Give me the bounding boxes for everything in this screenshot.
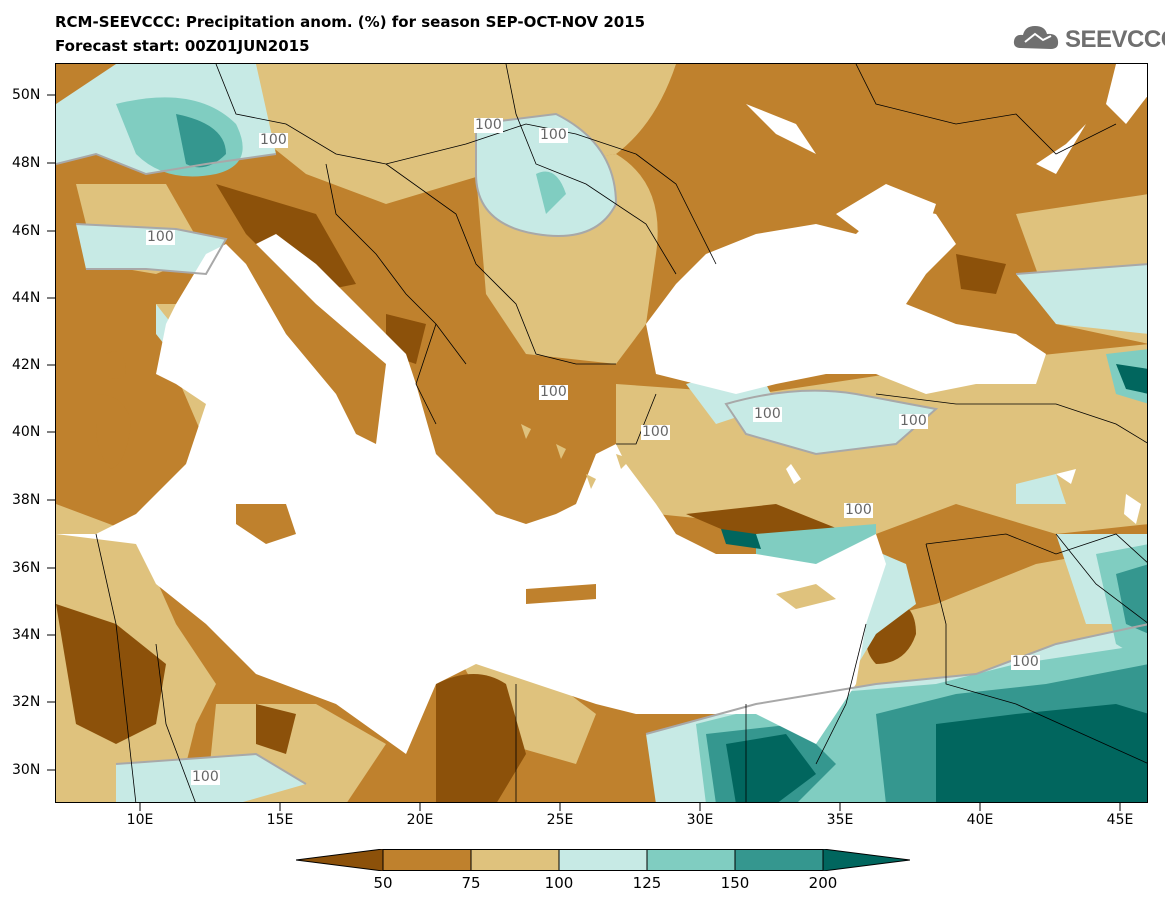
colorbar-label: 125 <box>632 874 662 892</box>
lat-axis <box>47 94 55 771</box>
colorbar-label: 200 <box>808 874 838 892</box>
lon-axis <box>139 803 1121 811</box>
lat-label: 32N <box>12 694 41 710</box>
anomaly-above-200 <box>721 364 1147 802</box>
forecast-start: Forecast start: 00Z01JUN2015 <box>55 37 310 55</box>
water-bodies <box>56 64 1147 754</box>
contour-label: 100 <box>146 229 175 245</box>
contour-label: 100 <box>753 406 782 422</box>
lon-label: 10E <box>126 812 154 828</box>
contour-label: 100 <box>844 502 873 518</box>
lon-label: 40E <box>966 812 994 828</box>
lon-label: 15E <box>266 812 294 828</box>
lat-label: 30N <box>12 762 41 778</box>
colorbar-segment-gt200 <box>822 849 910 871</box>
contour-label: 100 <box>259 132 288 148</box>
cloud-icon <box>1013 26 1059 49</box>
lat-label: 38N <box>12 492 41 508</box>
map-canvas <box>56 64 1147 802</box>
colorbar-segment-75-100 <box>470 849 560 871</box>
contour-label: 100 <box>1011 654 1040 670</box>
colorbar-segment-125-150 <box>646 849 736 871</box>
contour-100-lines <box>56 112 1147 785</box>
colorbar-label: 150 <box>720 874 750 892</box>
lat-tick-marks <box>47 94 55 771</box>
lat-label: 42N <box>12 357 41 373</box>
contour-label: 100 <box>474 117 503 133</box>
lat-label: 44N <box>12 290 41 306</box>
lon-label: 45E <box>1106 812 1134 828</box>
colorbar-segment-50-75 <box>382 849 472 871</box>
colorbar-segment-100-125 <box>558 849 648 871</box>
seevccc-logo: SEEVCCC <box>1011 20 1165 60</box>
country-borders <box>95 64 1147 802</box>
colorbar <box>296 849 910 871</box>
lat-label: 46N <box>12 223 41 239</box>
lat-label: 40N <box>12 424 41 440</box>
lon-tick-marks <box>139 803 1121 811</box>
lat-label: 36N <box>12 560 41 576</box>
colorbar-segment-150-200 <box>734 849 824 871</box>
colorbar-label: 75 <box>461 874 481 892</box>
islands <box>96 351 836 609</box>
lon-label: 35E <box>826 812 854 828</box>
precipitation-anomaly-map: 100 100 100 100 100 100 100 100 100 100 … <box>55 63 1148 803</box>
map-title: RCM-SEEVCCC: Precipitation anom. (%) for… <box>55 13 646 31</box>
contour-label: 100 <box>539 127 568 143</box>
lon-label: 25E <box>546 812 574 828</box>
contour-label: 100 <box>641 424 670 440</box>
lat-label: 34N <box>12 627 41 643</box>
colorbar-label: 50 <box>373 874 393 892</box>
logo-text: SEEVCCC <box>1065 26 1165 53</box>
contour-label: 100 <box>899 413 928 429</box>
lon-label: 20E <box>406 812 434 828</box>
lat-label: 50N <box>12 87 41 103</box>
colorbar-label: 100 <box>544 874 574 892</box>
lon-label: 30E <box>686 812 714 828</box>
lat-label: 48N <box>12 155 41 171</box>
colorbar-segment-lt50 <box>296 849 384 871</box>
contour-label: 100 <box>539 384 568 400</box>
contour-label: 100 <box>191 769 220 785</box>
